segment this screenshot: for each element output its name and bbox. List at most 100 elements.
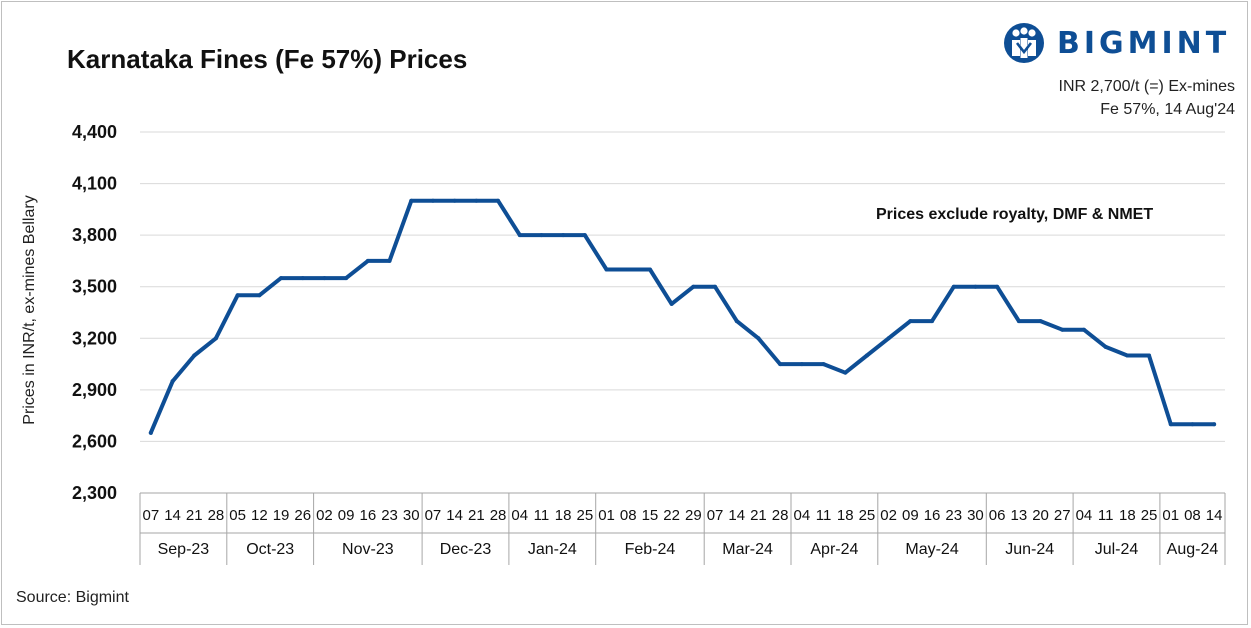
x-tick-label: 11: [816, 507, 832, 524]
month-label: Oct-23: [246, 541, 294, 558]
x-tick-label: 11: [1098, 507, 1114, 524]
x-tick-label: 25: [1141, 507, 1158, 524]
x-tick-label: 25: [577, 507, 594, 524]
data-point: [279, 276, 284, 281]
x-tick-label: 01: [1162, 507, 1179, 524]
month-label: Sep-23: [158, 541, 210, 558]
data-point: [170, 379, 175, 384]
data-point: [300, 276, 305, 281]
month-label: Mar-24: [722, 541, 773, 558]
data-point: [951, 284, 956, 289]
data-point: [604, 267, 609, 272]
data-point: [474, 198, 479, 203]
x-tick-label: 18: [837, 507, 854, 524]
x-tick-label: 14: [164, 507, 181, 524]
data-point: [387, 258, 392, 263]
x-tick-label: 09: [338, 507, 355, 524]
data-point: [213, 336, 218, 341]
data-point: [1125, 353, 1130, 358]
y-tick-label: 2,300: [72, 483, 117, 503]
price-annotation: Prices exclude royalty, DMF & NMET: [876, 206, 1154, 223]
data-point: [886, 336, 891, 341]
x-tick-label: 04: [794, 507, 811, 524]
x-tick-label: 18: [555, 507, 572, 524]
data-point: [561, 233, 566, 238]
x-tick-label: 12: [251, 507, 268, 524]
data-point: [582, 233, 587, 238]
data-point: [409, 198, 414, 203]
x-tick-label: 18: [1119, 507, 1136, 524]
data-point: [1016, 319, 1021, 324]
data-point: [365, 258, 370, 263]
x-tick-label: 06: [989, 507, 1006, 524]
data-point: [691, 284, 696, 289]
bigmint-logo: BIGMINT: [1003, 22, 1230, 64]
month-label: Nov-23: [342, 541, 394, 558]
month-label: Jul-24: [1095, 541, 1139, 558]
x-tick-label: 15: [642, 507, 659, 524]
data-point: [517, 233, 522, 238]
data-point: [1147, 353, 1152, 358]
y-tick-label: 2,600: [72, 431, 117, 451]
x-tick-label: 11: [534, 507, 550, 524]
data-point: [148, 430, 153, 435]
month-label: Jun-24: [1005, 541, 1054, 558]
data-point: [1190, 422, 1195, 427]
y-tick-label: 3,800: [72, 225, 117, 245]
data-point: [539, 233, 544, 238]
price-note-line-1: INR 2,700/t (=) Ex-mines: [1058, 78, 1236, 95]
month-label: Jan-24: [528, 541, 577, 558]
x-tick-label: 21: [468, 507, 485, 524]
data-point: [235, 293, 240, 298]
data-point: [821, 362, 826, 367]
y-tick-label: 4,400: [72, 122, 117, 142]
x-tick-label: 08: [1184, 507, 1201, 524]
data-point: [1212, 422, 1217, 427]
x-tick-label: 07: [425, 507, 442, 524]
data-point: [930, 319, 935, 324]
y-tick-label: 4,100: [72, 174, 117, 194]
x-tick-label: 20: [1032, 507, 1049, 524]
x-tick-label: 04: [511, 507, 528, 524]
data-point: [908, 319, 913, 324]
data-point: [756, 336, 761, 341]
x-tick-label: 14: [1206, 507, 1223, 524]
x-tick-label: 08: [620, 507, 637, 524]
data-point: [778, 362, 783, 367]
data-point: [626, 267, 631, 272]
chart-title: Karnataka Fines (Fe 57%) Prices: [67, 44, 468, 74]
x-tick-label: 27: [1054, 507, 1071, 524]
bigmint-logo-icon: [1004, 23, 1044, 63]
data-point: [1168, 422, 1173, 427]
price-series-line: [148, 198, 1217, 435]
data-point: [1103, 344, 1108, 349]
x-tick-label: 02: [316, 507, 333, 524]
x-tick-label: 16: [924, 507, 941, 524]
data-point: [452, 198, 457, 203]
x-tick-label: 23: [381, 507, 398, 524]
x-tick-label: 02: [880, 507, 897, 524]
y-tick-label: 2,900: [72, 380, 117, 400]
y-tick-label: 3,500: [72, 277, 117, 297]
month-label: May-24: [905, 541, 958, 558]
x-tick-label: 07: [143, 507, 160, 524]
data-point: [669, 301, 674, 306]
data-point: [1038, 319, 1043, 324]
month-label: Apr-24: [810, 541, 858, 558]
data-point: [734, 319, 739, 324]
source-note: Source: Bigmint: [16, 589, 129, 606]
y-tick-label: 3,200: [72, 328, 117, 348]
data-point: [973, 284, 978, 289]
x-tick-label: 28: [490, 507, 507, 524]
data-point: [430, 198, 435, 203]
data-point: [322, 276, 327, 281]
data-point: [257, 293, 262, 298]
data-point: [995, 284, 1000, 289]
x-tick-label: 30: [403, 507, 420, 524]
x-tick-label: 29: [685, 507, 702, 524]
data-point: [864, 353, 869, 358]
month-label: Dec-23: [440, 541, 492, 558]
x-tick-label: 30: [967, 507, 984, 524]
